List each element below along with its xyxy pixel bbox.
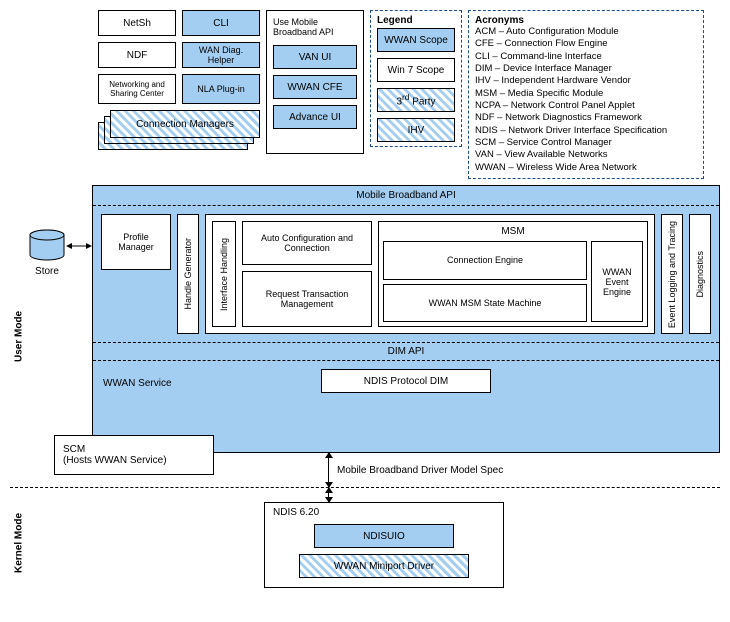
- auto-config: Auto Configuration and Connection: [242, 221, 372, 265]
- wwan-service-container: Mobile Broadband API Profile Manager Han…: [92, 185, 720, 453]
- diagram-root: NetSh NDF Networking and Sharing Center …: [10, 10, 720, 598]
- profile-manager: Profile Manager: [101, 214, 171, 270]
- legend-win7: Win 7 Scope: [377, 58, 455, 82]
- acronym-line: DIM – Device Interface Manager: [475, 63, 697, 75]
- user-mode-label: User Mode: [10, 185, 28, 487]
- msm-title: MSM: [383, 226, 643, 237]
- acronym-line: CFE – Connection Flow Engine: [475, 38, 697, 50]
- store-label: Store: [28, 266, 66, 277]
- kernel-mode-label: Kernel Mode: [10, 488, 28, 598]
- acronym-line: NCPA – Network Control Panel Applet: [475, 100, 697, 112]
- legend-title: Legend: [377, 15, 455, 28]
- box-wan-diag: WAN Diag. Helper: [182, 42, 260, 68]
- acronym-line: SCM – Service Control Manager: [475, 137, 697, 149]
- acronym-line: MSM – Media Specific Module: [475, 88, 697, 100]
- box-net-sharing: Networking and Sharing Center: [98, 74, 176, 104]
- diagnostics: Diagnostics: [689, 214, 711, 334]
- top-region: NetSh NDF Networking and Sharing Center …: [98, 10, 720, 179]
- dim-api-title: DIM API: [93, 343, 719, 360]
- acronyms: Acronyms ACM – Auto Configuration Module…: [468, 10, 704, 179]
- driver-spec-label: Mobile Broadband Driver Model Spec: [337, 465, 503, 476]
- wwan-miniport: WWAN Miniport Driver: [299, 554, 469, 578]
- box-van-ui: VAN UI: [273, 45, 357, 69]
- acronyms-list: ACM – Auto Configuration ModuleCFE – Con…: [475, 26, 697, 174]
- acronym-line: VAN – View Available Networks: [475, 149, 697, 161]
- mb-api-title: Mobile Broadband API: [93, 186, 719, 205]
- ndis-protocol-dim: NDIS Protocol DIM: [321, 369, 491, 393]
- acronym-line: WWAN – Wireless Wide Area Network: [475, 162, 697, 174]
- legend-wwan: WWAN Scope: [377, 28, 455, 52]
- ndis-620: NDIS 6.20 NDISUIO WWAN Miniport Driver: [264, 502, 504, 588]
- store-cylinder: Store: [28, 229, 66, 277]
- wwan-msm-state: WWAN MSM State Machine: [383, 284, 587, 323]
- handle-generator: Handle Generator: [177, 214, 199, 334]
- acronym-line: ACM – Auto Configuration Module: [475, 26, 697, 38]
- scm-box: SCM (Hosts WWAN Service): [54, 435, 214, 475]
- use-mb-api-title: Use Mobile Broadband API: [273, 15, 357, 39]
- conn-engine: Connection Engine: [383, 241, 587, 280]
- legend: Legend WWAN Scope Win 7 Scope 3rd Party …: [370, 10, 462, 147]
- box-advance-ui: Advance UI: [273, 105, 357, 129]
- legend-3rd: 3rd Party: [377, 88, 455, 112]
- store-arrow: [66, 241, 92, 251]
- ndis-label: NDIS 6.20: [273, 507, 495, 518]
- box-conn-managers: Connection Managers: [110, 110, 260, 138]
- acronyms-title: Acronyms: [475, 15, 697, 26]
- wwan-service-label: WWAN Service: [103, 378, 172, 389]
- acronym-line: NDF – Network Diagnostics Framework: [475, 112, 697, 124]
- wwan-event-engine: WWAN Event Engine: [591, 241, 643, 322]
- event-logging: Event Logging and Tracing: [661, 214, 683, 334]
- box-netsh: NetSh: [98, 10, 176, 36]
- request-tx: Request Transaction Management: [242, 271, 372, 327]
- ndisuio: NDISUIO: [314, 524, 454, 548]
- acronym-line: CLI – Command-line Interface: [475, 51, 697, 63]
- interface-handling: Interface Handling: [212, 221, 236, 327]
- box-cli: CLI: [182, 10, 260, 36]
- database-icon: [28, 229, 66, 263]
- connection-managers-stack: Connection Managers: [98, 110, 260, 154]
- acronym-line: NDIS – Network Driver Interface Specific…: [475, 125, 697, 137]
- msm-group: MSM Connection Engine WWAN MSM State Mac…: [378, 221, 648, 327]
- acronym-line: IHV – Independent Hardware Vendor: [475, 75, 697, 87]
- driver-spec-arrow: [328, 453, 329, 487]
- legend-ihv: IHV: [377, 118, 455, 142]
- box-nla: NLA Plug-in: [182, 74, 260, 104]
- box-ndf: NDF: [98, 42, 176, 68]
- central-panel: Interface Handling Auto Configuration an…: [205, 214, 655, 334]
- use-mb-api-group: Use Mobile Broadband API VAN UI WWAN CFE…: [266, 10, 364, 154]
- box-wwan-cfe: WWAN CFE: [273, 75, 357, 99]
